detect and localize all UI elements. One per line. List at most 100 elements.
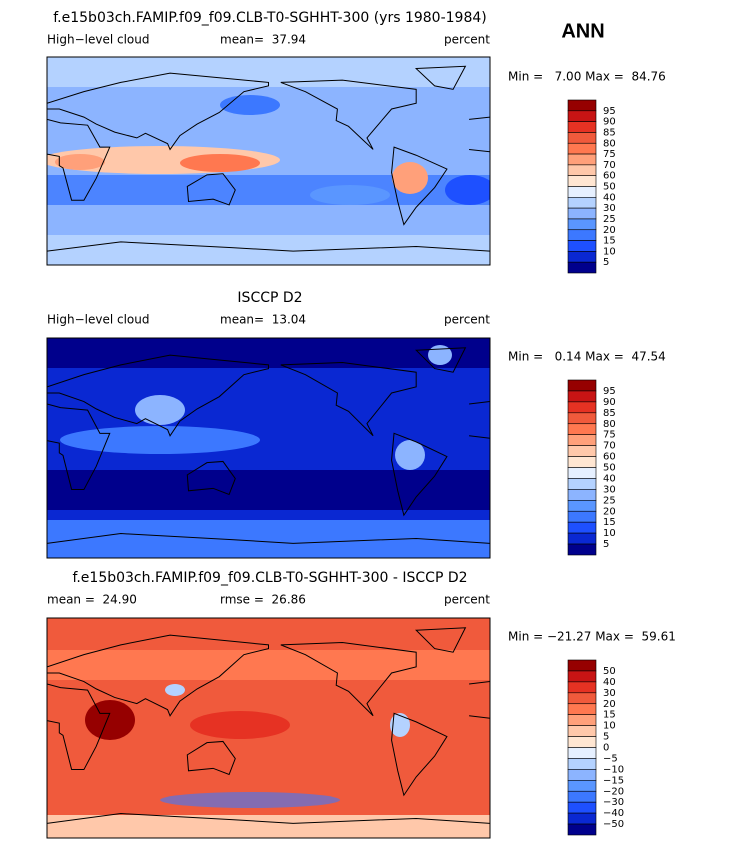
colorbar-box [567, 390, 597, 403]
colorbar-label: 40 [603, 192, 616, 203]
left-label: mean = 24.90 [47, 593, 137, 607]
right-label: percent [444, 313, 490, 327]
colorbar-label: 80 [603, 138, 616, 149]
colorbar-box [567, 823, 597, 836]
colorbar-label: 95 [603, 106, 616, 117]
colorbar-label: 75 [603, 149, 616, 160]
colorbar-box [567, 801, 597, 814]
colorbar-label: 20 [603, 506, 616, 517]
min-max: Min = −21.27 Max = 59.61 [508, 630, 676, 644]
colorbar-box [567, 379, 597, 392]
colorbar-label: 10 [603, 246, 616, 257]
colorbar-label: 20 [603, 225, 616, 236]
colorbar-box [567, 790, 597, 803]
colorbar-label: −50 [603, 819, 624, 830]
colorbar-label: 60 [603, 452, 616, 463]
colorbar-box [567, 670, 597, 683]
colorbar-label: 60 [603, 171, 616, 182]
colorbar-box [567, 186, 597, 198]
colorbar-box [567, 412, 597, 425]
colorbar-box [567, 132, 597, 144]
center-label: mean= 13.04 [220, 313, 306, 327]
min-max: Min = 7.00 Max = 84.76 [508, 70, 666, 84]
colorbar-label: 80 [603, 419, 616, 430]
colorbar-label: 15 [603, 517, 616, 528]
colorbar-label: 95 [603, 386, 616, 397]
colorbar-box [567, 510, 597, 523]
colorbar-box [567, 659, 597, 672]
colorbar-box [567, 500, 597, 512]
colorbar-label: 70 [603, 160, 616, 171]
colorbar-label: −10 [603, 764, 624, 775]
colorbar-box [567, 445, 597, 457]
colorbar-box [567, 758, 597, 770]
colorbar-box [567, 747, 597, 759]
colorbar-label: 15 [603, 710, 616, 721]
map [47, 57, 490, 265]
colorbar-box [567, 207, 597, 220]
colorbar-box [567, 423, 597, 435]
colorbar-box [567, 110, 597, 122]
colorbar-label: −20 [603, 786, 624, 797]
colorbar-label: 10 [603, 721, 616, 732]
colorbar-box [567, 99, 597, 112]
colorbar-box [567, 164, 597, 176]
colorbar-box [567, 434, 597, 446]
colorbar-box [567, 121, 597, 133]
panel-title: f.e15b03ch.FAMIP.f09_f09.CLB-T0-SGHHT-30… [72, 570, 467, 586]
colorbar-box [567, 703, 597, 715]
colorbar-label: 85 [603, 408, 616, 419]
colorbar-box [567, 251, 597, 263]
colorbar-box [567, 543, 597, 556]
colorbar-box [567, 478, 597, 490]
colorbar-box [567, 780, 597, 792]
colorbar-box [567, 456, 597, 468]
colorbar-label: 0 [603, 743, 609, 754]
colorbar-box [567, 769, 597, 781]
colorbar-label: 90 [603, 117, 616, 128]
colorbar-box [567, 197, 597, 209]
right-label: percent [444, 593, 490, 607]
min-max: Min = 0.14 Max = 47.54 [508, 350, 666, 364]
colorbar-box [567, 692, 597, 705]
colorbar-label: 30 [603, 688, 616, 699]
colorbar-box [567, 142, 597, 155]
colorbar-label: 40 [603, 677, 616, 688]
left-label: High−level cloud [47, 33, 149, 47]
colorbar-box [567, 229, 597, 241]
colorbar-label: 30 [603, 484, 616, 495]
colorbar-box [567, 401, 597, 414]
colorbar-label: −5 [603, 753, 618, 764]
center-label: rmse = 26.86 [220, 593, 306, 607]
colorbar-label: 70 [603, 441, 616, 452]
center-label: mean= 37.94 [220, 33, 306, 47]
colorbar-label: 85 [603, 127, 616, 138]
colorbar-label: 40 [603, 473, 616, 484]
left-label: High−level cloud [47, 313, 149, 327]
panel-title: f.e15b03ch.FAMIP.f09_f09.CLB-T0-SGHHT-30… [53, 10, 486, 26]
colorbar-label: 15 [603, 236, 616, 247]
panel-title: ISCCP D2 [237, 290, 302, 306]
colorbar-box [567, 218, 597, 231]
colorbar-box [567, 812, 597, 825]
colorbar-label: 25 [603, 214, 616, 225]
colorbar-box [567, 153, 597, 166]
colorbar-box [567, 261, 597, 274]
colorbar-label: 5 [603, 732, 609, 743]
colorbar-box [567, 725, 597, 737]
colorbar-box [567, 736, 597, 748]
colorbar-box [567, 240, 597, 252]
colorbar-box [567, 681, 597, 694]
colorbar-label: 30 [603, 203, 616, 214]
colorbar-box [567, 467, 597, 479]
colorbar-label: 75 [603, 430, 616, 441]
season-label: ANN [561, 20, 604, 42]
colorbar-label: 50 [603, 463, 616, 474]
map [47, 618, 490, 838]
colorbar-label: 20 [603, 699, 616, 710]
colorbar-box [567, 521, 597, 534]
right-label: percent [444, 33, 490, 47]
colorbar-label: 10 [603, 528, 616, 539]
colorbar-label: 90 [603, 397, 616, 408]
